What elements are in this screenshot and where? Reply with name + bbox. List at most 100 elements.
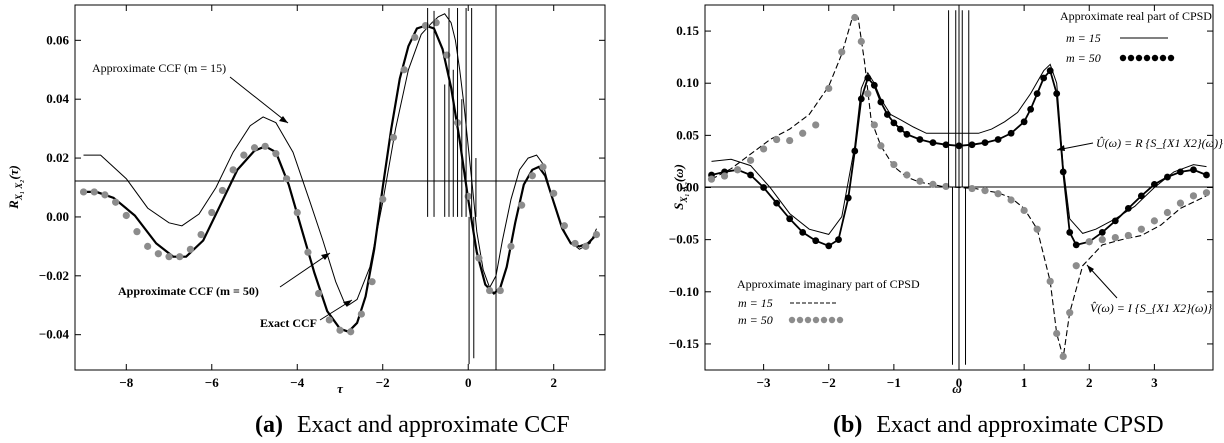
b-series-1-black-dots-line-point (760, 184, 768, 191)
panel-a-series (79, 7, 601, 365)
b-series-1-black-dots-line-point (981, 139, 989, 147)
b-series-3-grey-dots-point (851, 13, 859, 22)
legend-real-m15-label: m = 15 (1066, 31, 1101, 45)
a-ytick-label: 0.06 (46, 32, 69, 47)
a-series-2-grey-dots-point (582, 242, 590, 250)
b-ytick-label: 0.10 (676, 75, 699, 90)
b-series-1-black-dots-line-point (825, 242, 833, 250)
annotation-arrow-m15 (229, 76, 289, 124)
b-series-1-black-dots-line-point (1111, 217, 1119, 225)
a-series-2-grey-dots-point (379, 195, 387, 203)
a-series-2-grey-dots-point (400, 66, 408, 74)
b-series-3-grey-dots-point (1066, 309, 1074, 317)
legend-dot (812, 316, 820, 324)
b-series-3-grey-dots-point (1124, 231, 1132, 240)
b-xtick-label: 2 (1086, 375, 1093, 390)
legend-dot (836, 316, 844, 324)
b-xtick-label: −1 (887, 375, 901, 390)
b-series-3-grey-dots-point (1059, 352, 1067, 361)
b-series-3-grey-dots-point (1150, 217, 1158, 225)
panel-b-xlabel: ω (952, 381, 961, 396)
b-series-3-grey-dots-point (799, 129, 807, 137)
b-series-1-black-dots-line-point (851, 147, 859, 155)
b-series-1-black-dots-line-point (812, 237, 820, 245)
caption-b-text: Exact and approximate CPSD (876, 412, 1163, 438)
caption-a: (a) Exact and approximate CCF (255, 412, 570, 438)
a-series-2-grey-dots-point (272, 150, 280, 158)
panel-a-ylabel: RX₁ X₂(τ) (6, 165, 24, 210)
legend-imag-m15-label: m = 15 (738, 296, 773, 310)
a-series-1-thick-solid-line (83, 24, 598, 333)
caption-a-text: Exact and approximate CCF (297, 412, 570, 438)
legend-dot (1167, 54, 1175, 62)
annotation-arrowhead-m15 (279, 116, 288, 123)
b-series-3-grey-dots-point (877, 142, 885, 150)
legend-real-part: Approximate real part of CPSD m = 15 m =… (1060, 9, 1212, 65)
a-series-2-grey-dots-point (229, 166, 237, 174)
a-series-2-grey-dots-point (112, 198, 120, 206)
a-series-2-grey-dots-point (528, 172, 536, 180)
a-series-2-grey-dots-point (571, 239, 579, 248)
b-ytick-label: 0.00 (676, 180, 699, 195)
panel-a-ccf-chart: −8 −6 −4 −2 0 2 −0.04 −0.02 0.00 0.02 0.04 0.06 τ R… (6, 4, 606, 396)
legend-dot (1151, 54, 1159, 62)
panel-a-xlabel: τ (337, 381, 344, 396)
b-xtick-label: −3 (757, 375, 771, 390)
a-series-2-grey-dots-point (518, 201, 526, 209)
b-series-3-grey-dots-point (981, 187, 989, 195)
b-series-3-grey-dots-point (1098, 236, 1106, 244)
b-series-1-black-dots-line-point (890, 119, 898, 127)
b-series-1-black-dots-line-point (994, 136, 1002, 143)
b-series-3-grey-dots-point (733, 166, 742, 174)
panel-a-frame (74, 4, 606, 371)
a-series-2-grey-dots-point (315, 289, 323, 298)
a-series-2-grey-dots-point (475, 254, 483, 262)
b-series-3-grey-dots-point (870, 121, 878, 129)
a-series-2-grey-dots-point (186, 245, 195, 253)
b-series-3-grey-dots-point (786, 136, 794, 145)
b-ytick-label: 0.15 (676, 23, 699, 38)
b-series-1-black-dots-line-point (1072, 241, 1080, 249)
a-series-2-grey-dots-point (90, 188, 98, 196)
a-series-2-grey-dots-point (336, 326, 344, 334)
b-series-3-grey-dots-point (1007, 196, 1015, 204)
b-series-3-grey-dots-point (929, 180, 937, 188)
annotation-approx-ccf-m50: Approximate CCF (m = 50) (118, 284, 259, 298)
annotation-approx-ccf-m15: Approximate CCF (m = 15) (92, 61, 226, 75)
b-series-1-black-dots-line-point (1033, 90, 1041, 98)
b-series-3-grey-dots-point (857, 37, 865, 46)
legend-imaginary-part: Approximate imaginary part of CPSD m = 1… (737, 277, 920, 327)
b-series-3-grey-dots-point (812, 121, 820, 129)
b-series-1-black-dots-line-point (1027, 105, 1035, 113)
b-ytick-label: −0.10 (669, 284, 699, 299)
a-series-0-thin-solid-line (83, 13, 597, 306)
b-xtick-label: 1 (1021, 375, 1028, 390)
a-xtick-label: −8 (119, 375, 133, 390)
legend-dot (1127, 54, 1135, 62)
panel-b-ticks: −3 −2 −1 0 1 2 3 −0.15 −0.10 −0.05 0.00 0.05 0.10 0.1… (669, 5, 1213, 390)
b-series-3-grey-dots-point (1020, 206, 1028, 215)
caption-b-tag: (b) (833, 412, 862, 438)
b-series-1-black-dots-line-point (1020, 118, 1028, 126)
b-series-3-grey-dots-point (1176, 199, 1185, 207)
annotation-arrowhead-exact (343, 300, 352, 307)
b-series-1-black-dots-line-point (870, 81, 878, 89)
a-series-2-grey-dots-point (176, 253, 184, 261)
annotation-arrowhead-m50 (321, 253, 330, 260)
legend-dot (804, 316, 812, 324)
a-series-2-grey-dots-point (101, 191, 109, 199)
legend-dot (788, 316, 796, 324)
b-series-1-black-dots-line-point (896, 125, 904, 133)
b-series-3-grey-dots-point (916, 177, 924, 185)
b-series-3-grey-dots-point (1033, 225, 1041, 233)
a-series-2-grey-dots-point (154, 250, 162, 258)
a-series-2-grey-dots-point (550, 189, 558, 197)
legend-dot (820, 316, 828, 324)
a-series-2-grey-dots-point (539, 163, 547, 171)
a-series-2-grey-dots-point (144, 242, 152, 250)
b-series-3-grey-dots-point (903, 171, 911, 179)
annotation-exact-ccf: Exact CCF (260, 316, 317, 330)
b-series-1-black-dots-line-point (883, 111, 891, 118)
caption-b: (b) Exact and approximate CPSD (833, 412, 1164, 438)
legend-imag-m50-label: m = 50 (738, 313, 773, 327)
